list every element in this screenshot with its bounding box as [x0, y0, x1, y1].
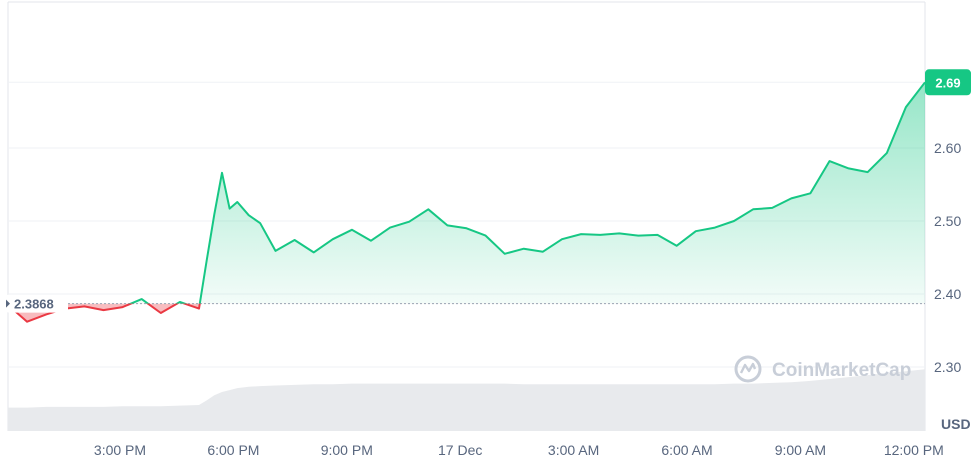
x-tick-label: 6:00 PM: [207, 442, 259, 458]
price-area: [8, 82, 925, 322]
watermark: CoinMarketCap: [772, 360, 911, 381]
price-line-up: [128, 81, 926, 304]
y-tick-label: 2.60: [934, 140, 961, 156]
x-tick-label: 9:00 PM: [321, 442, 373, 458]
volume-bars: [8, 369, 925, 431]
coinmarketcap-logo-icon: [734, 355, 762, 383]
reference-value: 2.3868: [14, 297, 54, 312]
x-tick-label: 17 Dec: [438, 442, 482, 458]
x-axis: 3:00 PM 6:00 PM 9:00 PM 17 Dec 3:00 AM 6:00 A…: [94, 442, 944, 458]
volume-area: [8, 369, 925, 431]
x-tick-label: 12:00 PM: [884, 442, 944, 458]
current-price: 2.69: [935, 75, 960, 90]
x-tick-label: 3:00 PM: [94, 442, 146, 458]
y-axis: 2.30 2.40 2.50 2.60: [934, 140, 961, 375]
unit-label: USD: [941, 416, 971, 432]
price-line: [7, 81, 926, 323]
x-tick-label: 6:00 AM: [661, 442, 712, 458]
current-price-badge: 2.69: [925, 69, 971, 96]
x-tick-label: 3:00 AM: [548, 442, 599, 458]
y-tick-label: 2.50: [934, 213, 961, 229]
y-tick-label: 2.30: [934, 359, 961, 375]
y-tick-label: 2.40: [934, 286, 961, 302]
price-line-down: [7, 303, 201, 323]
reference-label: 2.3868: [6, 294, 68, 313]
x-tick-label: 9:00 AM: [775, 442, 826, 458]
price-area-up: [8, 82, 925, 304]
